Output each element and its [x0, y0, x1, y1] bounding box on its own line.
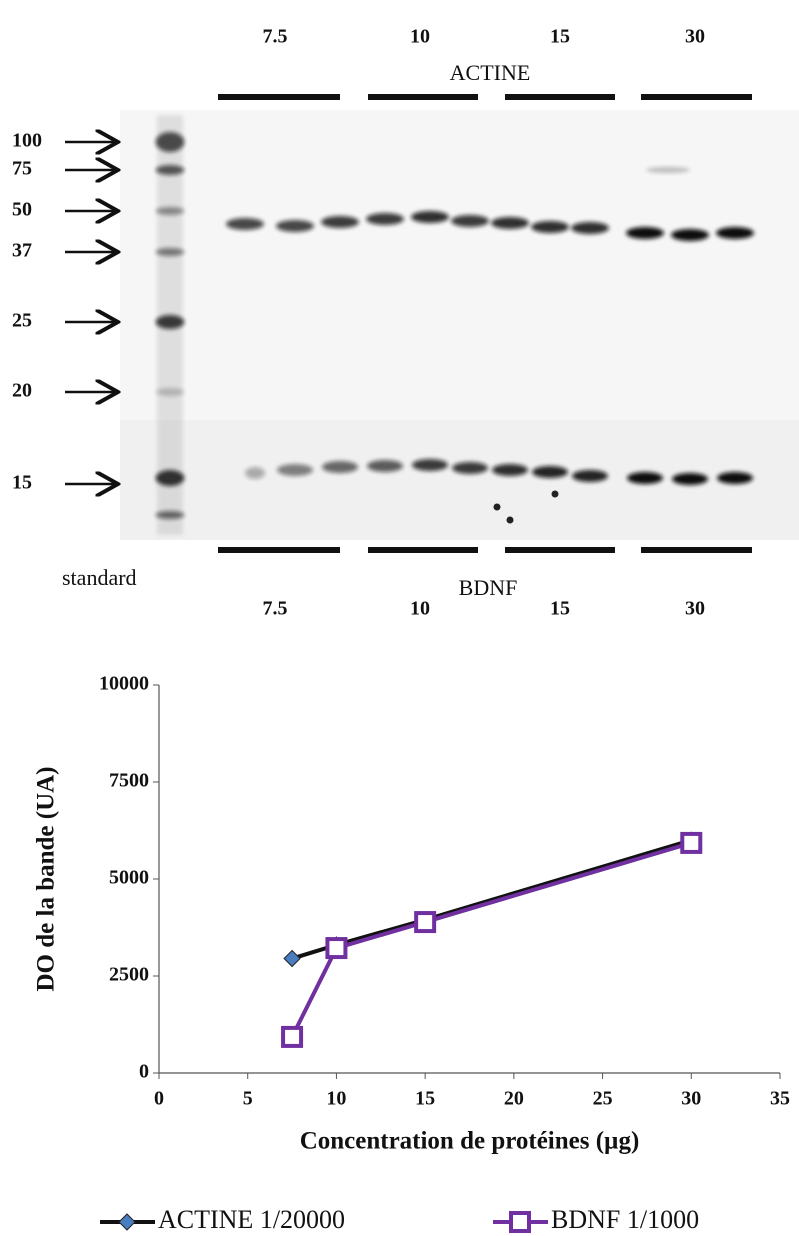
spot — [646, 167, 690, 173]
y-tick-label: 5000 — [109, 867, 149, 889]
bdnf-band — [245, 467, 265, 479]
lane-label: 10 — [410, 598, 430, 620]
spot — [506, 516, 514, 524]
point — [680, 831, 703, 854]
bdnf-band — [412, 459, 448, 471]
actine-band — [226, 218, 264, 230]
actine-band — [411, 211, 449, 223]
actine-band — [276, 220, 314, 232]
bdnf-band — [717, 472, 753, 484]
y-tick-label: 7500 — [109, 770, 149, 792]
x-tick-label: 10 — [326, 1088, 346, 1110]
legend-marker — [118, 1213, 136, 1231]
ladder-smear — [157, 115, 183, 535]
x-axis-title: Concentration de protéines (µg) — [300, 1128, 640, 1155]
lane-label: 15 — [550, 26, 570, 48]
bdnf-band — [367, 460, 403, 472]
point — [281, 1025, 304, 1048]
mw-marker: 15 — [12, 472, 32, 494]
actine-band — [321, 216, 359, 228]
series-line — [291, 838, 692, 961]
mw-marker: 100 — [12, 130, 42, 152]
point — [283, 949, 301, 968]
actine-band — [366, 213, 404, 225]
lane-label: 15 — [550, 598, 570, 620]
x-tick-label: 20 — [504, 1088, 524, 1110]
mw-marker: 75 — [12, 158, 32, 180]
actine-label: ACTINE — [450, 60, 531, 85]
actine-band — [626, 227, 664, 239]
blot-bands — [156, 115, 754, 535]
bdnf-band — [532, 466, 568, 478]
bdnf-band — [277, 464, 313, 476]
x-tick-label: 0 — [154, 1088, 164, 1110]
mw-marker: 37 — [12, 240, 32, 262]
lane-label: 30 — [685, 598, 705, 620]
y-tick-label: 2500 — [109, 964, 149, 986]
legend-marker — [509, 1211, 531, 1233]
actine-band — [571, 222, 609, 234]
y-axis-title: DO de la bande (UA) — [33, 766, 60, 991]
lane-label: 10 — [410, 26, 430, 48]
x-tick-label: 35 — [770, 1088, 790, 1110]
bdnf-band — [627, 472, 663, 484]
spot — [551, 490, 559, 498]
actine-band — [671, 229, 709, 241]
series-line — [290, 840, 692, 1038]
mw-marker: 25 — [12, 310, 32, 332]
standard-label: standard — [62, 565, 137, 590]
spot — [493, 503, 501, 511]
actine-band — [491, 217, 529, 229]
lane-label: 7.5 — [263, 26, 288, 48]
y-tick-label: 0 — [139, 1061, 149, 1083]
bdnf-band — [672, 473, 708, 485]
x-tick-label: 5 — [243, 1088, 253, 1110]
point — [325, 937, 348, 960]
lane-label: 7.5 — [263, 598, 288, 620]
actine-band — [531, 221, 569, 233]
bdnf-band — [322, 461, 358, 473]
legend-label: BDNF 1/1000 — [551, 1205, 699, 1234]
x-tick-label: 30 — [681, 1088, 701, 1110]
mw-marker: 20 — [12, 380, 32, 402]
bdnf-band — [572, 470, 608, 482]
x-tick-label: 15 — [415, 1088, 435, 1110]
bdnf-label: BDNF — [459, 575, 518, 600]
legend-label: ACTINE 1/20000 — [158, 1205, 345, 1234]
blot-actine — [120, 110, 799, 420]
lane-label: 30 — [685, 26, 705, 48]
mw-marker: 50 — [12, 199, 32, 221]
point — [414, 911, 437, 934]
x-tick-label: 25 — [593, 1088, 613, 1110]
bdnf-band — [492, 464, 528, 476]
bdnf-band — [452, 462, 488, 474]
actine-band — [451, 215, 489, 227]
y-tick-label: 10000 — [99, 673, 149, 695]
actine-band — [716, 227, 754, 239]
